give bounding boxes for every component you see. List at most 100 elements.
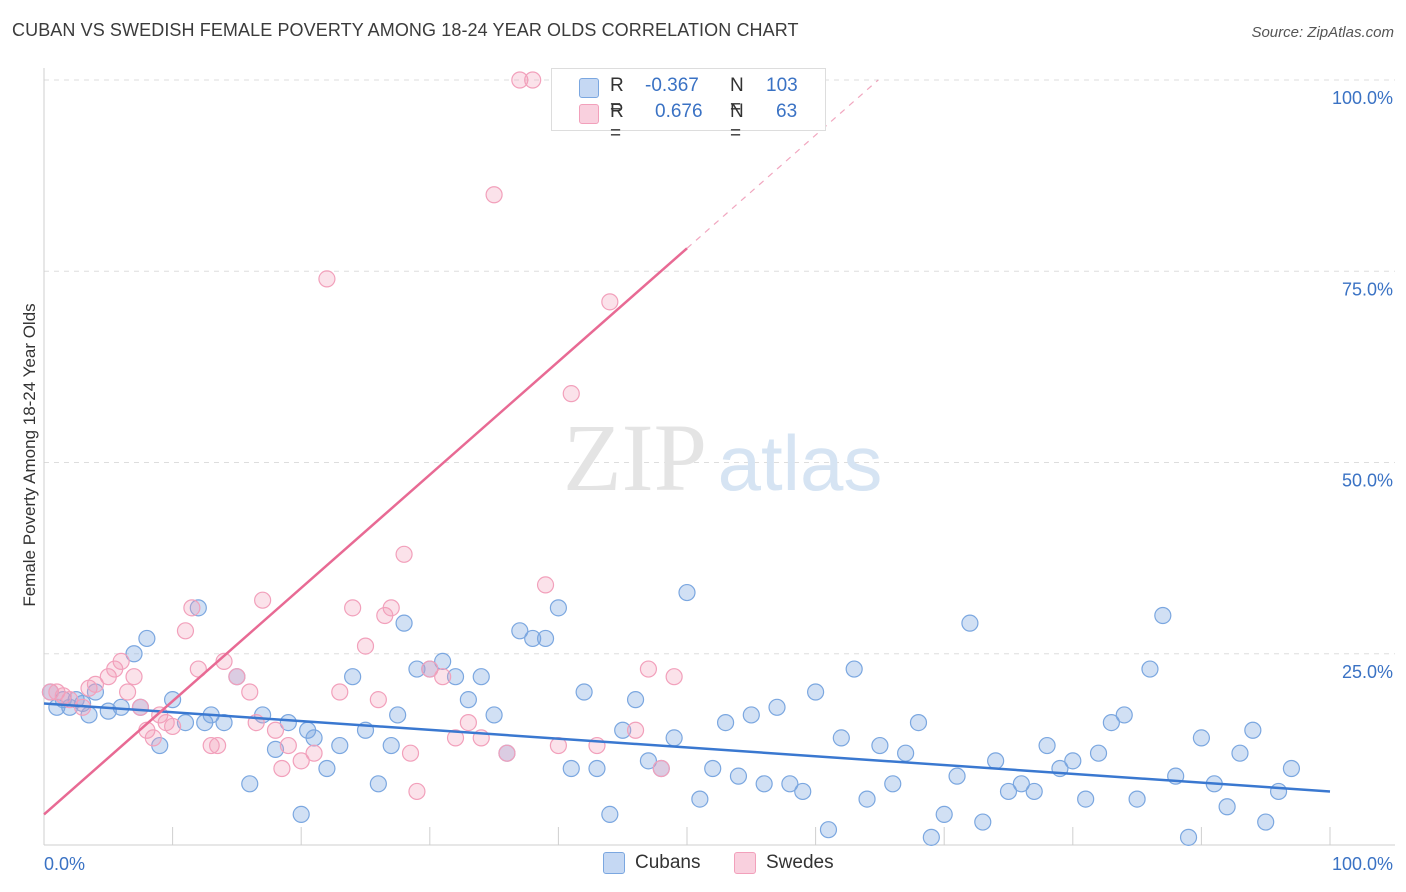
cubans-point [408,660,426,678]
swedes-point [112,652,130,671]
cubans-point [781,775,799,793]
cubans-point [395,614,413,632]
cubans-point [614,721,632,739]
cubans-point [961,614,979,632]
swedes-point [86,675,105,693]
y-tick-label: 75.0% [1342,279,1393,299]
cubans-point [241,775,259,793]
legend-n-label: N = [730,101,744,144]
cubans-point [626,691,645,709]
cubans-trend-line [43,702,1331,793]
cubans-point [1128,790,1146,808]
cubans-point [704,759,722,778]
swedes-point [164,717,182,736]
cubans-point [344,668,362,686]
swedes-point [209,736,227,755]
cubans-swatch [579,78,599,98]
swedes-point [639,660,658,678]
cubans-point [511,622,529,640]
cubans-point [1257,813,1275,831]
cubans-point [176,713,195,732]
cubans-point [382,736,400,755]
swedes-trend-line [43,247,688,816]
swedes-point [118,683,137,701]
swedes-point [511,71,529,89]
swedes-point [144,729,162,747]
cubans-point [1154,606,1172,625]
swedes-point [434,668,452,686]
x-tick-label: 0.0% [44,854,85,874]
swedes-legend-swatch [734,852,756,874]
cubans-point [318,759,336,778]
cubans-point [575,683,593,701]
cubans-point [987,752,1005,770]
cubans-point [1218,798,1236,816]
cubans-point [138,629,156,648]
swedes-point [401,744,420,762]
cubans-point [472,668,490,686]
cubans-point [125,645,143,663]
cubans-point [832,729,850,747]
cubans-point [292,805,310,824]
swedes-point [421,660,439,678]
swedes-point [652,759,670,778]
cubans-point [1269,782,1288,801]
swedes-r-value: 0.676 [655,101,703,122]
cubans-point [485,706,503,724]
tick-labels: 100.0% 75.0% 50.0% 25.0% 0.0% 100.0% [44,88,1393,874]
swedes-point [408,782,426,801]
y-tick-label: 50.0% [1342,471,1393,491]
swedes-point [665,668,683,686]
cubans-point [639,752,658,770]
cubans-point [305,729,323,747]
watermark-zip: ZIP [563,404,707,511]
cubans-point [922,828,940,846]
cubans-point [742,706,760,724]
cubans-point [948,767,966,785]
cubans-point [1192,729,1211,747]
cubans-legend-swatch [603,852,625,874]
cubans-point [189,599,207,617]
x-tick-label: 100.0% [1332,854,1393,874]
swedes-points [41,71,683,801]
swedes-point [536,576,555,594]
swedes-point [356,637,375,655]
swedes-point [485,186,503,204]
cubans-point [999,782,1018,801]
swedes-point [41,683,60,701]
cubans-point [909,713,928,732]
cubans-point [884,775,902,793]
correlation-legend: R = -0.367 N = 103 R = 0.676 N = 63 [551,68,826,144]
cubans-point [691,790,709,808]
swedes-point [498,744,516,762]
swedes-legend-label: Swedes [766,852,834,873]
swedes-point [125,668,143,686]
cubans-point [1141,660,1159,678]
cubans-point [729,767,748,785]
cubans-point [871,736,889,755]
cubans-point [279,713,297,732]
swedes-point [305,744,323,762]
swedes-n-value: 63 [776,101,798,122]
cubans-point [794,782,812,801]
swedes-swatch [579,104,599,124]
cubans-point [716,713,735,732]
chart-title: CUBAN VS SWEDISH FEMALE POVERTY AMONG 18… [12,20,799,40]
swedes-point [562,385,580,403]
cubans-point [369,775,387,793]
swedes-point [318,270,336,288]
swedes-point [273,759,291,778]
cubans-legend-label: Cubans [635,852,701,873]
swedes-point [292,752,310,770]
cubans-point [1282,759,1301,778]
grid-lines [44,79,1395,655]
cubans-points [41,583,1301,846]
cubans-point [266,740,285,758]
cubans-point [562,759,580,778]
cubans-point [459,691,477,709]
swedes-point [176,622,195,640]
cubans-point [678,583,696,602]
cubans-point [974,813,992,831]
cubans-point [1102,713,1120,732]
cubans-point [806,683,825,701]
